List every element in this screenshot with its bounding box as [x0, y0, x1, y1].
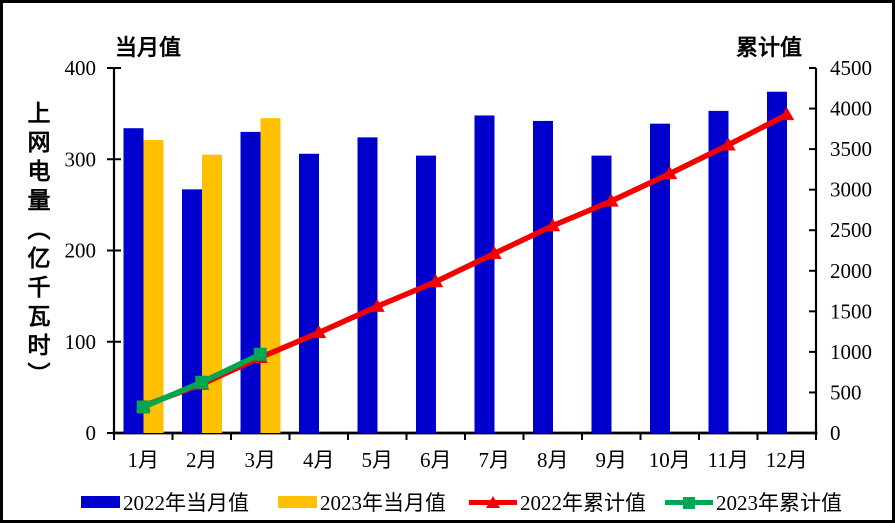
- x-axis-month-label: 6月: [420, 448, 452, 472]
- square-marker-2023-cumulative-m1: [136, 400, 150, 414]
- right-axis-tick-label: 1500: [830, 299, 872, 323]
- left-axis-tick-label: 300: [65, 147, 97, 171]
- triangle-marker-2022-cumulative-m6: [428, 274, 444, 288]
- bar-2022-monthly-m6: [416, 155, 436, 433]
- square-marker-2023-cumulative-m3: [253, 347, 267, 361]
- bar-2022-monthly-m5: [357, 137, 378, 433]
- triangle-marker-2022-cumulative-m8: [545, 218, 561, 232]
- x-axis-month-label: 1月: [128, 448, 160, 472]
- x-axis-month-label: 8月: [537, 448, 569, 472]
- right-axis-tick-label: 1000: [830, 340, 872, 364]
- y-axis-label: 上网电量（亿千瓦时）: [24, 101, 49, 391]
- right-axis-tick-label: 3500: [830, 137, 872, 161]
- right-axis-title: 累计值: [736, 35, 803, 60]
- right-axis-tick-label: 500: [830, 380, 862, 404]
- x-axis-month-label: 11月: [708, 448, 749, 472]
- right-axis-tick-label: 4000: [830, 97, 872, 121]
- square-marker-2023-cumulative-m2: [195, 375, 209, 389]
- triangle-marker-2022-cumulative-m10: [662, 166, 678, 180]
- x-axis-month-label: 12月: [766, 448, 808, 472]
- bar-2022-monthly-m11: [708, 110, 729, 433]
- right-axis-tick-label: 2000: [830, 259, 872, 283]
- triangle-marker-2022-cumulative-m4: [311, 325, 327, 339]
- bar-2023-monthly-m2: [202, 154, 222, 433]
- x-axis-month-label: 7月: [479, 448, 511, 472]
- bar-2022-monthly-m2: [182, 189, 202, 433]
- x-axis-month-label: 5月: [362, 448, 394, 472]
- x-axis-month-label: 4月: [303, 448, 335, 472]
- bar-2022-monthly-m12: [767, 91, 787, 433]
- bar-2023-monthly-m3: [260, 118, 281, 433]
- triangle-marker-2022-cumulative-m7: [486, 246, 502, 260]
- bar-2022-monthly-m1: [123, 128, 144, 433]
- right-axis-tick-label: 3000: [830, 178, 872, 202]
- bar-2022-monthly-m10: [650, 123, 670, 433]
- bar-2022-monthly-m9: [591, 155, 612, 433]
- right-axis-tick-label: 0: [830, 421, 841, 445]
- bar-2022-monthly-m7: [474, 115, 495, 433]
- bar-2022-monthly-m8: [533, 120, 553, 434]
- x-axis-month-label: 2月: [186, 448, 218, 472]
- bar-2022-monthly-m4: [299, 153, 319, 433]
- x-axis-month-label: 10月: [649, 448, 691, 472]
- bar-2023-monthly-m1: [143, 140, 164, 433]
- left-axis-tick-label: 400: [65, 56, 97, 80]
- triangle-marker-2022-cumulative-m11: [720, 137, 736, 151]
- triangle-marker-2022-cumulative-m9: [603, 193, 619, 207]
- triangle-marker-2022-cumulative-m12: [779, 107, 795, 121]
- left-axis-tick-label: 0: [86, 421, 97, 445]
- right-axis-tick-label: 2500: [830, 218, 872, 242]
- left-axis-tick-label: 200: [65, 239, 97, 263]
- left-axis-tick-label: 100: [65, 330, 97, 354]
- left-axis-title: 当月值: [115, 35, 182, 60]
- right-axis-tick-label: 4500: [830, 56, 872, 80]
- x-axis-month-label: 9月: [596, 448, 628, 472]
- triangle-marker-2022-cumulative-m5: [369, 298, 385, 312]
- x-axis-month-label: 3月: [245, 448, 277, 472]
- bar-2022-monthly-m3: [240, 131, 261, 433]
